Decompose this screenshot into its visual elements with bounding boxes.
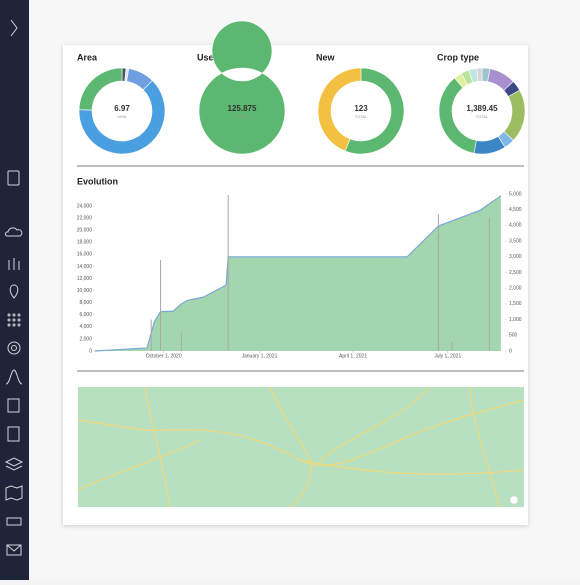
y-tick-label: 22,000: [77, 215, 93, 221]
y-tick-label: 18,000: [77, 240, 93, 246]
y-tick-label: 6,000: [79, 312, 92, 318]
center-caption: MHA: [118, 114, 127, 119]
chart-title: Users: [197, 52, 222, 62]
chart-title: Crop type: [437, 52, 479, 62]
area: [95, 195, 501, 351]
center-value: 125.875: [228, 104, 257, 113]
chart-title: Evolution: [77, 176, 118, 186]
donut-segment: [198, 20, 286, 155]
map[interactable]: [77, 386, 525, 508]
y2-tick-label: 2,500: [509, 270, 522, 276]
x-tick-label: July 1, 2021: [434, 353, 461, 359]
y-tick-label: 4,000: [79, 324, 92, 330]
y-tick-label: 12,000: [77, 276, 93, 282]
y2-tick-label: 4,000: [509, 223, 522, 229]
center-caption: TOTAL: [355, 114, 368, 119]
y-tick-label: 20,000: [77, 228, 93, 234]
sidebar: [0, 0, 29, 580]
center-value: 1,389.45: [466, 104, 498, 113]
y2-tick-label: 4,500: [509, 207, 522, 213]
chart-title: New: [316, 52, 336, 62]
donut-segment: [78, 67, 123, 111]
center-value: 6.97: [114, 104, 130, 113]
center-value: 123: [354, 104, 368, 113]
expand-button[interactable]: [10, 19, 18, 37]
y2-tick-label: 1,000: [509, 317, 522, 323]
y-tick-label: 0: [89, 348, 92, 354]
sidebar-icons[interactable]: [4, 170, 24, 556]
y2-tick-label: 3,000: [509, 254, 522, 260]
area-line: [94, 195, 502, 352]
y-tick-label: 8,000: [79, 300, 92, 306]
y2-tick-label: 0: [509, 348, 512, 354]
y2-tick-label: 3,500: [509, 238, 522, 244]
x-tick-label: October 1, 2020: [146, 353, 182, 359]
x-tick-label: January 1, 2021: [241, 353, 277, 359]
y2-tick-label: 1,500: [509, 301, 522, 307]
donut-segment: [476, 67, 483, 82]
x-tick-label: April 1, 2021: [339, 353, 367, 359]
y2-tick-label: 500: [509, 333, 518, 339]
y-tick-label: 2,000: [79, 336, 92, 342]
center-caption: TOTAL: [476, 114, 489, 119]
y-tick-label: 16,000: [77, 252, 93, 258]
donut-segment: [78, 80, 166, 155]
center-caption: TOTAL: [236, 114, 249, 119]
y2-tick-label: 5,000: [509, 191, 522, 197]
y-tick-label: 10,000: [77, 288, 93, 294]
y-tick-label: 14,000: [77, 264, 93, 270]
y-tick-label: 24,000: [77, 203, 93, 209]
chart-title: Area: [77, 52, 98, 62]
y2-tick-label: 2,000: [509, 286, 522, 292]
donut-segment: [317, 67, 362, 152]
